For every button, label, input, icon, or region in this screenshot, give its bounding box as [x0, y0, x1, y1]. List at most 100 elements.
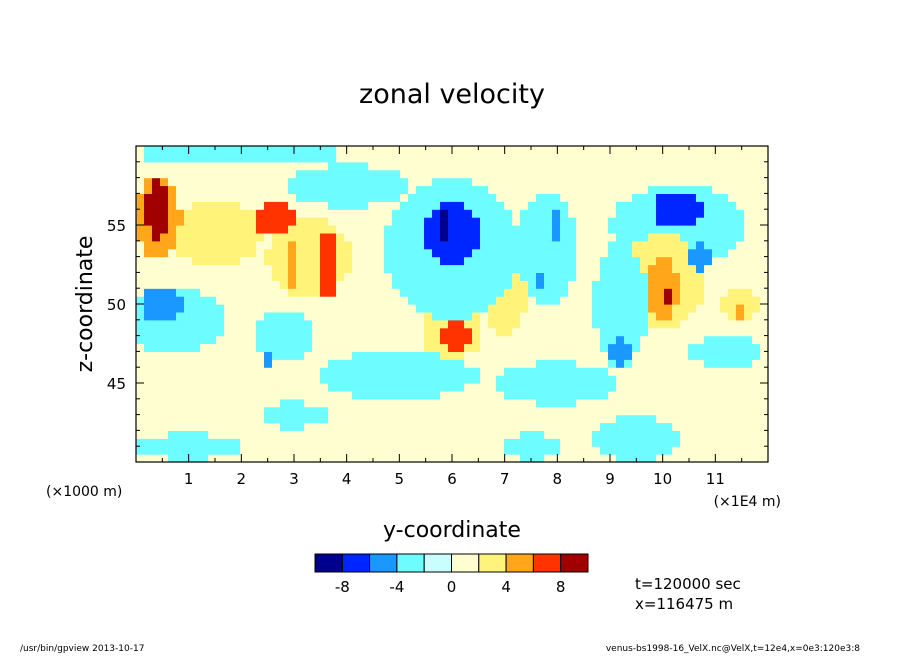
heatmap-cell: [280, 375, 289, 384]
heatmap-cell: [728, 169, 737, 179]
heatmap-cell: [760, 272, 769, 281]
heatmap-cell: [528, 272, 537, 281]
heatmap-cell: [312, 304, 321, 313]
heatmap-cell: [656, 351, 665, 360]
heatmap-cell: [376, 256, 385, 266]
heatmap-cell: [640, 248, 649, 258]
heatmap-cell: [592, 390, 601, 400]
heatmap-cell: [616, 177, 625, 187]
heatmap-cell: [680, 209, 689, 218]
heatmap-cell: [152, 280, 161, 289]
heatmap-cell: [648, 422, 657, 431]
heatmap-cell: [688, 288, 697, 297]
heatmap-cell: [168, 304, 177, 313]
heatmap-cell: [232, 169, 241, 179]
heatmap-cell: [160, 422, 169, 431]
heatmap-cell: [200, 169, 209, 179]
heatmap-cell: [144, 304, 153, 313]
heatmap-cell: [640, 351, 649, 360]
heatmap-cell: [336, 264, 345, 273]
heatmap-cell: [688, 177, 697, 187]
heatmap-cell: [464, 161, 473, 171]
heatmap-cell: [512, 232, 521, 242]
heatmap-cell: [240, 296, 249, 305]
heatmap-cell: [704, 351, 713, 360]
heatmap-cell: [736, 264, 745, 273]
heatmap-cell: [248, 311, 257, 321]
heatmap-cell: [248, 319, 257, 329]
heatmap-cell: [760, 217, 769, 226]
heatmap-cell: [272, 319, 281, 329]
heatmap-cell: [192, 375, 201, 384]
heatmap-cell: [192, 446, 201, 455]
heatmap-cell: [328, 422, 337, 431]
heatmap-cell: [272, 232, 281, 242]
heatmap-cell: [408, 146, 417, 155]
heatmap-cell: [376, 185, 385, 194]
heatmap-cell: [640, 375, 649, 384]
heatmap-cell: [352, 367, 361, 376]
heatmap-cell: [232, 280, 241, 289]
heatmap-cell: [584, 193, 593, 202]
heatmap-cell: [344, 327, 353, 337]
heatmap-cell: [648, 264, 657, 273]
heatmap-cell: [472, 422, 481, 431]
heatmap-cell: [752, 296, 761, 305]
heatmap-cell: [656, 406, 665, 416]
heatmap-cell: [696, 319, 705, 329]
heatmap-cell: [296, 319, 305, 329]
heatmap-cell: [712, 383, 721, 392]
heatmap-cell: [736, 304, 745, 313]
heatmap-cell: [688, 256, 697, 266]
heatmap-cell: [208, 217, 217, 226]
heatmap-cell: [312, 343, 321, 352]
heatmap-cell: [520, 296, 529, 305]
heatmap-cell: [368, 343, 377, 352]
heatmap-cell: [544, 272, 553, 281]
colorbar: -8 -4 0 4 8: [314, 553, 589, 596]
heatmap-cell: [464, 430, 473, 439]
heatmap-cell: [264, 351, 273, 360]
heatmap-cell: [240, 153, 249, 163]
heatmap-cell: [288, 264, 297, 273]
heatmap-cell: [360, 161, 369, 171]
heatmap-cell: [712, 169, 721, 179]
heatmap-cell: [152, 375, 161, 384]
heatmap-cell: [368, 232, 377, 242]
heatmap-cell: [432, 272, 441, 281]
heatmap-cell: [464, 351, 473, 360]
heatmap-cell: [472, 272, 481, 281]
heatmap-cell: [392, 169, 401, 179]
heatmap-cell: [144, 169, 153, 179]
heatmap-cell: [320, 383, 329, 392]
heatmap-cell: [392, 280, 401, 289]
heatmap-cell: [712, 256, 721, 266]
heatmap-cell: [280, 351, 289, 360]
heatmap-cell: [248, 383, 257, 392]
heatmap-cell: [232, 398, 241, 408]
heatmap-cell: [320, 414, 329, 424]
heatmap-cell: [656, 367, 665, 376]
heatmap-cell: [336, 343, 345, 352]
heatmap-cell: [640, 414, 649, 424]
heatmap-cell: [480, 304, 489, 313]
heatmap-cell: [584, 232, 593, 242]
heatmap-cell: [224, 280, 233, 289]
heatmap-cell: [552, 375, 561, 384]
heatmap-cell: [648, 193, 657, 202]
heatmap-cell: [664, 398, 673, 408]
heatmap-cell: [544, 406, 553, 416]
heatmap-cell: [192, 327, 201, 337]
heatmap-cell: [424, 422, 433, 431]
heatmap-cell: [512, 446, 521, 455]
heatmap-cell: [680, 311, 689, 321]
heatmap-cell: [720, 438, 729, 447]
heatmap-cell: [584, 280, 593, 289]
heatmap-cell: [280, 280, 289, 289]
heatmap-cell: [592, 146, 601, 155]
heatmap-cell: [192, 185, 201, 194]
heatmap-cell: [608, 398, 617, 408]
heatmap-cell: [144, 161, 153, 171]
heatmap-cell: [728, 430, 737, 439]
heatmap-cell: [352, 422, 361, 431]
